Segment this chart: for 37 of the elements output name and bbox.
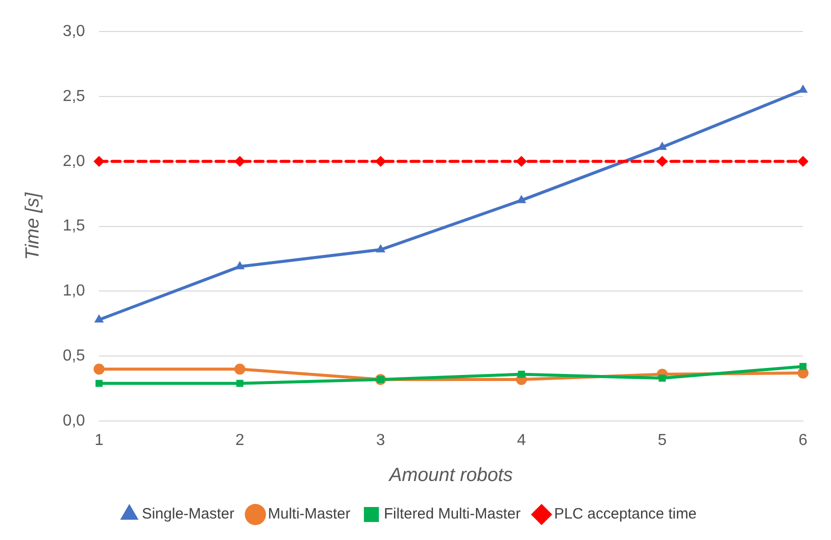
x-tick-label: 2: [235, 432, 244, 450]
point: [798, 156, 808, 167]
x-tick-label: 6: [798, 432, 808, 450]
x-tick-label: 4: [516, 432, 526, 450]
x-tick-label: 1: [94, 432, 104, 450]
point: [235, 261, 245, 270]
legend-label: Multi-Master: [268, 506, 350, 523]
x-tick-label: 5: [658, 432, 667, 450]
point: [656, 156, 668, 167]
point: [376, 244, 386, 252]
legend-label: Filtered Multi-Master: [384, 506, 521, 523]
point: [518, 370, 525, 378]
point: [94, 156, 105, 167]
y-tick-label: 0,0: [62, 412, 86, 430]
y-tick-label: 2,5: [62, 88, 86, 105]
point: [516, 194, 526, 204]
x-tick-label: 3: [376, 432, 386, 450]
legend-label: Single-Master: [142, 506, 234, 523]
point: [94, 364, 105, 375]
point: [516, 156, 527, 167]
point: [375, 156, 386, 167]
y-tick-label: 0,5: [62, 348, 86, 365]
point: [798, 84, 808, 93]
y-tick-label: 3,0: [62, 23, 86, 40]
point: [96, 380, 103, 387]
legend-label: PLC acceptance time: [554, 506, 697, 523]
y-tick-label: 1,0: [62, 282, 86, 300]
y-tick-label: 1,5: [62, 218, 86, 235]
point: [234, 364, 246, 375]
point: [94, 314, 104, 323]
point: [236, 380, 244, 387]
point: [234, 156, 246, 167]
point: [658, 374, 666, 382]
point: [799, 362, 807, 370]
x-axis-title: Amount robots: [388, 464, 514, 486]
y-axis-title: Time [s]: [22, 192, 44, 260]
y-tick-label: 2,0: [62, 152, 86, 170]
